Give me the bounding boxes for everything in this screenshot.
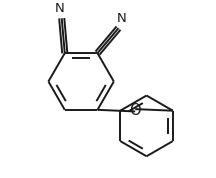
Text: N: N: [54, 2, 64, 15]
Text: N: N: [117, 12, 127, 25]
Text: O: O: [129, 103, 141, 118]
